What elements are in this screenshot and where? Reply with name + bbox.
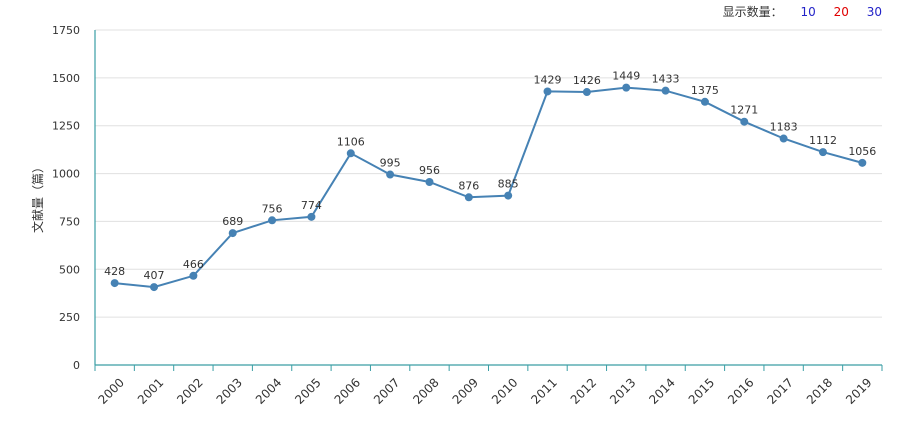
data-label: 885 [498,178,519,191]
data-label: 1426 [573,74,601,87]
data-point[interactable] [464,193,473,202]
grid-lines [95,29,882,318]
data-point[interactable] [386,170,395,179]
data-label: 1375 [691,84,719,97]
data-label: 1183 [770,121,798,134]
x-axis-ticks: 2000 2001 2002 2003 2004 2005 2006 2007 2008 2009… [94,365,883,407]
data-point[interactable] [818,148,827,157]
x-tick-label: 2009 [450,375,481,406]
data-label: 995 [380,157,401,170]
y-tick-label: 0 [73,359,80,372]
data-point[interactable] [622,83,631,92]
data-labels: 428 407 466 689 756 774 1106 995 956 876 885 1429 14… [104,70,876,282]
data-point[interactable] [268,216,277,225]
data-point[interactable] [425,177,434,186]
y-tick-label: 1750 [52,24,80,37]
y-axis-title: 文献量（篇） [30,161,45,233]
data-point[interactable] [543,87,552,96]
x-tick-label: 2017 [764,375,795,406]
data-point[interactable] [700,97,709,106]
y-tick-label: 500 [59,263,80,276]
x-tick-label: 2016 [725,375,756,406]
y-axis-ticks: 0 250 500 750 1000 1250 1500 1750 [52,24,80,372]
x-tick-label: 2000 [96,375,127,406]
y-tick-label: 750 [59,215,80,228]
axes [94,30,882,366]
data-label: 1112 [809,134,837,147]
x-tick-label: 2013 [607,375,638,406]
data-point[interactable] [307,212,316,221]
y-tick-label: 1250 [52,120,80,133]
display-count-option-30[interactable]: 30 [866,5,882,19]
data-point[interactable] [740,117,749,126]
data-label: 689 [222,215,243,228]
data-point[interactable] [150,283,159,292]
data-point[interactable] [346,149,355,158]
x-tick-label: 2011 [528,375,559,406]
data-label: 1106 [337,135,365,148]
data-label: 956 [419,164,440,177]
data-point[interactable] [582,88,591,97]
data-label: 756 [262,202,283,215]
display-count-control: 显示数量： 10 20 30 [723,3,882,20]
data-label: 1429 [534,73,562,86]
data-label: 1449 [612,70,640,83]
data-label: 1433 [652,73,680,86]
data-label: 428 [104,265,125,278]
x-tick-label: 2010 [489,375,520,406]
x-tick-label: 2015 [686,375,717,406]
data-label: 774 [301,199,322,212]
x-tick-label: 2012 [568,375,599,406]
series-line [114,86,863,289]
x-tick-label: 2014 [646,375,677,406]
data-label: 466 [183,258,204,271]
data-point[interactable] [189,271,198,280]
x-tick-label: 2006 [332,375,363,406]
display-count-option-20[interactable]: 20 [833,5,849,19]
data-point[interactable] [779,134,788,143]
display-count-option-10[interactable]: 10 [800,5,816,19]
y-tick-label: 1500 [52,72,80,85]
data-point[interactable] [504,191,513,200]
x-tick-label: 2008 [410,375,441,406]
x-tick-label: 2005 [292,375,323,406]
x-tick-label: 2019 [843,375,874,406]
data-label: 407 [144,269,165,282]
x-tick-label: 2001 [135,375,166,406]
y-tick-label: 250 [59,311,80,324]
x-tick-label: 2003 [214,375,245,406]
x-tick-label: 2004 [253,375,284,406]
data-point[interactable] [661,86,670,95]
y-tick-label: 1000 [52,168,80,181]
data-point[interactable] [858,158,867,167]
x-tick-label: 2018 [804,375,835,406]
x-tick-label: 2002 [174,375,205,406]
data-label: 876 [458,179,479,192]
data-point[interactable] [110,279,119,288]
data-label: 1271 [730,104,758,117]
data-point[interactable] [228,229,237,238]
data-label: 1056 [848,145,876,158]
x-tick-label: 2007 [371,375,402,406]
display-count-label: 显示数量： [722,5,783,19]
data-points [110,83,867,292]
